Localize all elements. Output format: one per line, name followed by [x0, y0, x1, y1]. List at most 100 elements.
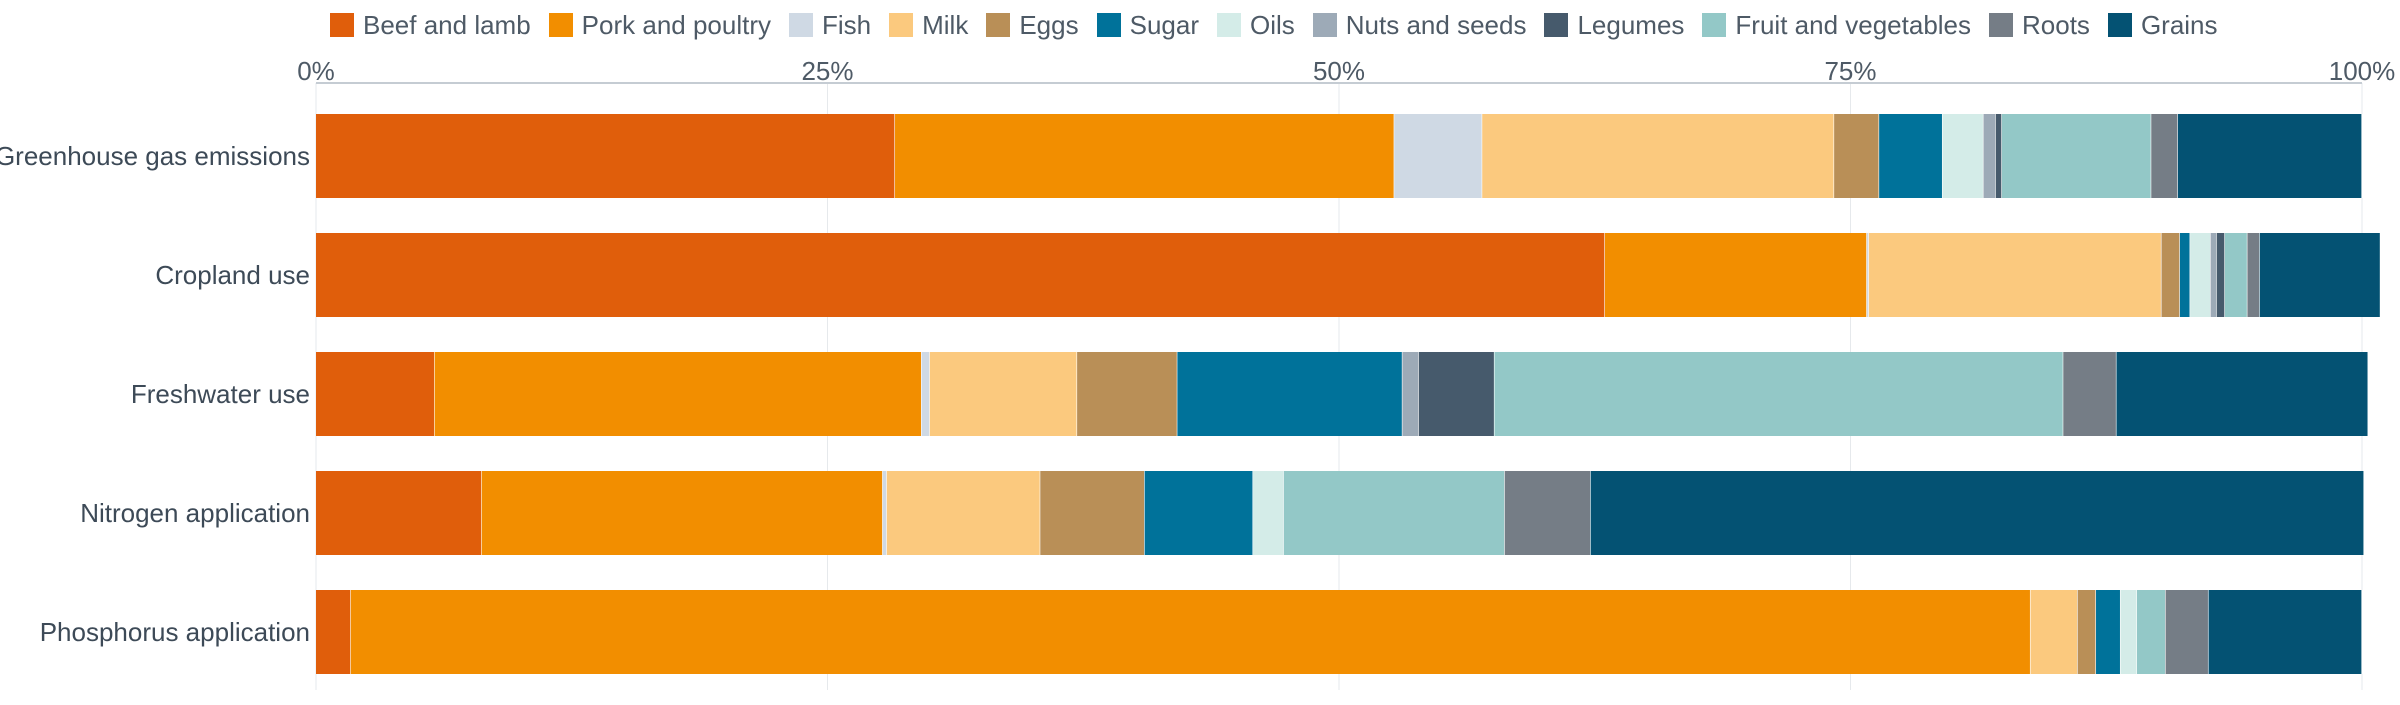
bar-segment-pork-and-poultry[interactable] — [895, 114, 1395, 198]
legend-item-milk[interactable]: Milk — [889, 10, 968, 41]
bar-segment-fish[interactable] — [1394, 114, 1483, 198]
bar-segment-pork-and-poultry[interactable] — [434, 352, 922, 436]
bar-segment-pork-and-poultry[interactable] — [350, 590, 2031, 674]
x-tick-label: 50% — [1313, 56, 1365, 86]
bar-segment-pork-and-poultry[interactable] — [481, 471, 883, 555]
legend-item-eggs[interactable]: Eggs — [986, 9, 1079, 41]
bar-segment-fruit-and-vegetables[interactable] — [2224, 233, 2248, 317]
x-tick-label: 100% — [2329, 56, 2396, 86]
bar-segment-sugar[interactable] — [1144, 471, 1254, 555]
legend-swatch — [1217, 13, 1241, 37]
x-tick-label: 75% — [1824, 56, 1876, 86]
bar-segment-milk[interactable] — [886, 471, 1041, 555]
category-label: Phosphorus application — [40, 617, 310, 647]
bar-segment-fish[interactable] — [882, 471, 887, 555]
bar-segment-milk[interactable] — [1868, 233, 2162, 317]
legend-item-beef-and-lamb[interactable]: Beef and lamb — [330, 10, 531, 41]
legend-swatch — [1312, 13, 1337, 37]
bar-segment-grains[interactable] — [2116, 352, 2369, 436]
bar-segment-milk[interactable] — [1482, 114, 1835, 198]
bar-segment-sugar[interactable] — [2096, 590, 2121, 674]
bar-segment-nuts-and-seeds[interactable] — [1402, 352, 1419, 436]
legend-swatch — [1989, 13, 2014, 37]
legend-swatch — [548, 13, 573, 37]
bar-segment-beef-and-lamb[interactable] — [316, 114, 896, 198]
bar-segment-eggs[interactable] — [1077, 352, 1178, 436]
legend-label: Roots — [2022, 9, 2090, 40]
bar-segment-nuts-and-seeds[interactable] — [2210, 233, 2217, 317]
bar-segment-beef-and-lamb[interactable] — [316, 233, 1605, 317]
bar-segment-grains[interactable] — [1590, 471, 2365, 555]
x-tick-label: 25% — [801, 56, 853, 86]
bar-segment-beef-and-lamb[interactable] — [316, 352, 435, 436]
legend-item-roots[interactable]: Roots — [1989, 10, 2090, 41]
bar-segment-fruit-and-vegetables[interactable] — [2136, 590, 2166, 674]
legend-item-grains[interactable]: Grains — [2107, 9, 2218, 41]
bar-segment-oils[interactable] — [1253, 471, 1284, 555]
bar-segment-roots[interactable] — [1504, 471, 1591, 555]
bar-segment-pork-and-poultry[interactable] — [1604, 233, 1867, 317]
bar-segment-eggs[interactable] — [1040, 471, 1145, 555]
bar-segment-sugar[interactable] — [1879, 114, 1943, 198]
legend-item-pork-and-poultry[interactable]: Pork and poultry — [548, 9, 771, 41]
bar-segment-eggs[interactable] — [2161, 233, 2180, 317]
category-label: Freshwater use — [131, 379, 310, 409]
bar-segment-roots[interactable] — [2165, 590, 2209, 674]
legend-label: Beef and lamb — [363, 9, 531, 40]
legend-label: Legumes — [1577, 9, 1685, 40]
legend-swatch — [789, 13, 813, 37]
bar-segment-oils[interactable] — [2120, 590, 2137, 674]
bar-segment-beef-and-lamb[interactable] — [316, 590, 351, 674]
bar-segment-legumes[interactable] — [2216, 233, 2225, 317]
bar-segment-fish[interactable] — [1866, 233, 1869, 317]
bar-segment-fruit-and-vegetables[interactable] — [2001, 114, 2152, 198]
bar-segment-grains[interactable] — [2177, 114, 2362, 198]
bar-segment-legumes[interactable] — [1418, 352, 1495, 436]
legend-item-legumes[interactable]: Legumes — [1544, 10, 1684, 41]
bar-segment-roots[interactable] — [2063, 352, 2117, 436]
bar-segment-fruit-and-vegetables[interactable] — [1283, 471, 1505, 555]
bar-segment-beef-and-lamb[interactable] — [316, 471, 482, 555]
bar-segment-milk[interactable] — [929, 352, 1078, 436]
bar-segment-sugar[interactable] — [2179, 233, 2191, 317]
bar-segment-milk[interactable] — [2030, 590, 2078, 674]
legend-swatch — [1702, 13, 1727, 37]
legend-label: Oils — [1250, 9, 1295, 40]
legend-label: Sugar — [1129, 9, 1199, 40]
x-tick-label: 0% — [297, 56, 335, 86]
bar-segment-eggs[interactable] — [1834, 114, 1880, 198]
bar-segment-grains[interactable] — [2259, 233, 2381, 317]
legend-swatch — [1544, 13, 1569, 37]
bar-segment-oils[interactable] — [1942, 114, 1984, 198]
legend-swatch — [2107, 13, 2132, 37]
bar-segment-oils[interactable] — [2190, 233, 2211, 317]
bar-segment-fruit-and-vegetables[interactable] — [1494, 352, 2064, 436]
legend-item-fish[interactable]: Fish — [789, 10, 871, 41]
legend-label: Milk — [922, 9, 969, 40]
legend-item-fruit-and-vegetables[interactable]: Fruit and vegetables — [1702, 10, 1971, 41]
legend-label: Fish — [822, 9, 872, 40]
legend-item-nuts-and-seeds[interactable]: Nuts and seeds — [1312, 10, 1526, 41]
category-label: Nitrogen application — [80, 498, 310, 528]
bar-segment-sugar[interactable] — [1177, 352, 1403, 436]
bar-segment-nuts-and-seeds[interactable] — [1983, 114, 1996, 198]
category-label: Greenhouse gas emissions — [0, 141, 310, 171]
bar-segment-legumes[interactable] — [1995, 114, 2002, 198]
legend-item-sugar[interactable]: Sugar — [1096, 9, 1199, 41]
legend-swatch — [330, 13, 354, 37]
bar-segment-fish[interactable] — [921, 352, 930, 436]
legend-swatch — [889, 13, 914, 37]
bar-segment-eggs[interactable] — [2077, 590, 2097, 674]
bar-segment-roots[interactable] — [2151, 114, 2178, 198]
legend-label: Pork and poultry — [581, 9, 771, 40]
chart-legend: Beef and lamb Pork and poultry Fish Milk Egg… — [330, 6, 2236, 44]
legend-item-oils[interactable]: Oils — [1217, 10, 1295, 41]
legend-label: Fruit and vegetables — [1735, 9, 1972, 40]
bar-segment-roots[interactable] — [2247, 233, 2260, 317]
category-label: Cropland use — [155, 260, 310, 290]
bar-segment-grains[interactable] — [2208, 590, 2362, 674]
legend-label: Eggs — [1019, 9, 1079, 40]
legend-label: Grains — [2140, 9, 2218, 40]
